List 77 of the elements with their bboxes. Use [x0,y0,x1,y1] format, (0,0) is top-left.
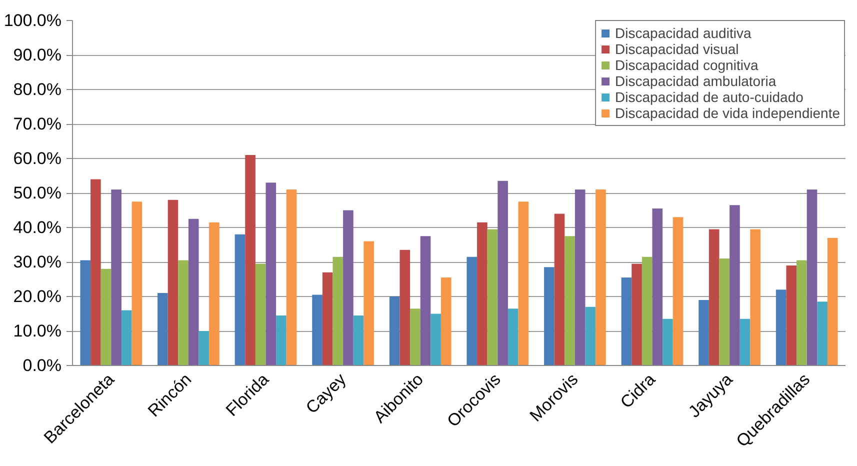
bar [188,218,199,366]
y-tick-label: 0.0% [22,356,62,375]
bar [596,190,606,366]
bar [786,265,797,366]
bar [343,210,354,366]
bar [100,268,112,366]
bar [750,229,760,366]
bar [332,256,344,366]
bar [508,308,518,366]
legend-label: Discapacidad de auto-cuidado [615,89,804,105]
legend-label: Discapacidad auditiva [615,25,752,41]
y-tick-label: 70.0% [13,114,62,134]
bar [121,310,132,366]
bar [574,190,586,366]
bar [554,214,565,366]
legend-label: Discapacidad ambulatoria [615,73,776,89]
bar [662,318,673,366]
y-tick-label: 80.0% [13,80,62,99]
bar [198,331,210,366]
y-tick-label: 40.0% [13,218,62,237]
bar [477,222,488,366]
y-tick-label: 30.0% [13,252,62,272]
bar [827,238,838,366]
bar [111,190,122,366]
bar [544,267,554,366]
bar [420,236,431,366]
bar [642,256,652,366]
y-tick-label: 50.0% [13,184,62,202]
bar [364,241,374,366]
bar [796,260,807,366]
bar [672,217,684,366]
bar [466,256,478,366]
legend-label: Discapacidad cognitiva [615,57,758,73]
bar [400,250,410,366]
y-tick-label: 60.0% [13,149,62,168]
bar [410,308,420,366]
bar [158,293,168,366]
bar [245,155,256,366]
legend-label: Discapacidad visual [615,41,739,57]
bar [652,208,663,366]
bar [276,315,286,366]
bar [234,234,246,366]
bar [440,278,452,366]
y-tick-label: 20.0% [13,287,62,306]
bar [621,278,632,366]
bar [389,296,400,366]
bar [585,306,596,366]
bar [168,200,178,366]
bar [730,205,740,366]
bar [312,294,322,366]
y-tick-label: 10.0% [13,322,62,340]
bar [80,260,91,366]
bar [430,314,441,366]
legend-label: Discapacidad de vida independiente [615,105,840,121]
bar [776,290,786,366]
bar [719,258,730,366]
bar [286,190,297,366]
bar [90,179,101,366]
bar [498,180,508,366]
bar [708,229,720,366]
bar [353,315,364,366]
bar [698,300,709,366]
bar [178,260,188,366]
bar [806,190,818,366]
bar [266,182,276,366]
bar [209,222,220,366]
bar [564,236,575,366]
y-tick-label: 90.0% [13,46,62,64]
bar [817,302,828,366]
bar [740,318,750,366]
bar [132,202,142,366]
bar [322,272,333,366]
bar [632,264,642,366]
bar [255,264,266,366]
bar [487,229,498,366]
bar [518,202,529,366]
y-tick-label: 100.0% [4,11,62,30]
